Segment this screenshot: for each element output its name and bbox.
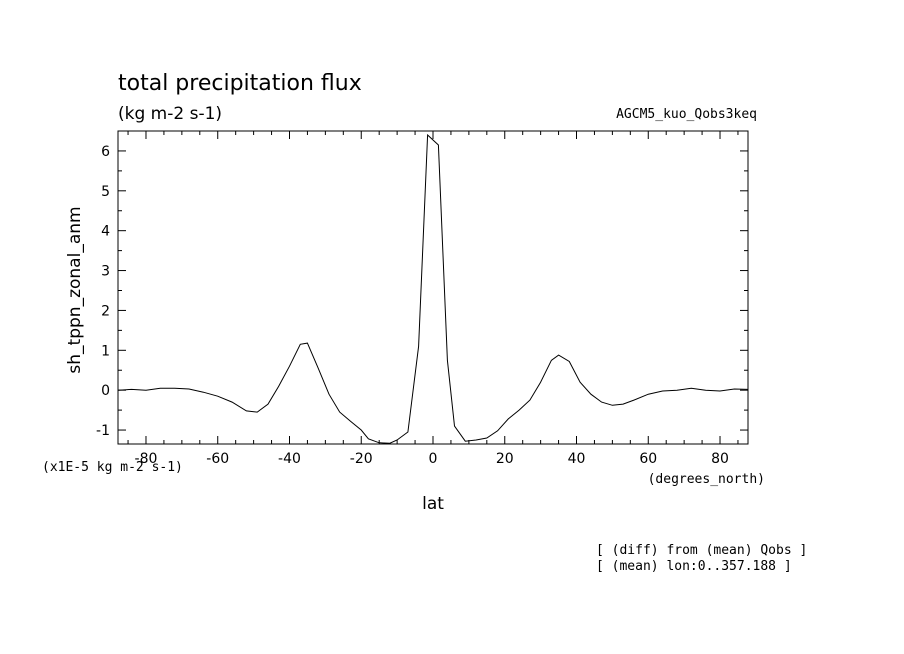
- mean-note: [ (mean) lon:0..357.188 ]: [596, 559, 792, 574]
- y-tick-label: 5: [101, 184, 110, 200]
- series-line-0: [118, 133, 748, 444]
- y-tick-label: 6: [101, 144, 110, 160]
- x-tick-label: -60: [206, 451, 229, 467]
- y-axis-label: sh_tppn_zonal_anm: [65, 206, 85, 373]
- y-tick-label: -1: [96, 423, 110, 439]
- series-layer: [118, 133, 748, 444]
- x-tick-label: -80: [135, 451, 158, 467]
- x-tick-label: -20: [350, 451, 373, 467]
- y-tick-label: 1: [101, 343, 110, 359]
- y-axis-ticks: -1 0 1 2 3 4 5 6: [96, 144, 748, 439]
- minor-ticks: [118, 130, 748, 444]
- y-scale-note: (x1E-5 kg m-2 s-1): [42, 460, 183, 475]
- x-tick-label: 40: [568, 451, 586, 467]
- x-units-label: (degrees_north): [648, 472, 765, 487]
- x-axis-label: lat: [422, 494, 444, 514]
- x-tick-label: 20: [496, 451, 514, 467]
- y-tick-label: 3: [101, 264, 110, 280]
- x-tick-label: 80: [711, 451, 729, 467]
- experiment-label: AGCM5_kuo_Qobs3keq: [616, 107, 757, 122]
- chart-title: total precipitation flux: [118, 71, 362, 96]
- plot-frame: [117, 130, 749, 445]
- x-tick-label: 60: [639, 451, 657, 467]
- x-axis-ticks: -80 -60 -40 -20 0 20 40 60 80: [135, 131, 729, 467]
- chart-units: (kg m-2 s-1): [118, 104, 222, 124]
- x-tick-label: 0: [429, 451, 438, 467]
- x-tick-label: -40: [278, 451, 301, 467]
- diff-note: [ (diff) from (mean) Qobs ]: [596, 543, 807, 558]
- y-tick-label: 4: [101, 224, 110, 240]
- y-tick-label: 2: [101, 303, 110, 319]
- y-tick-label: 0: [101, 383, 110, 399]
